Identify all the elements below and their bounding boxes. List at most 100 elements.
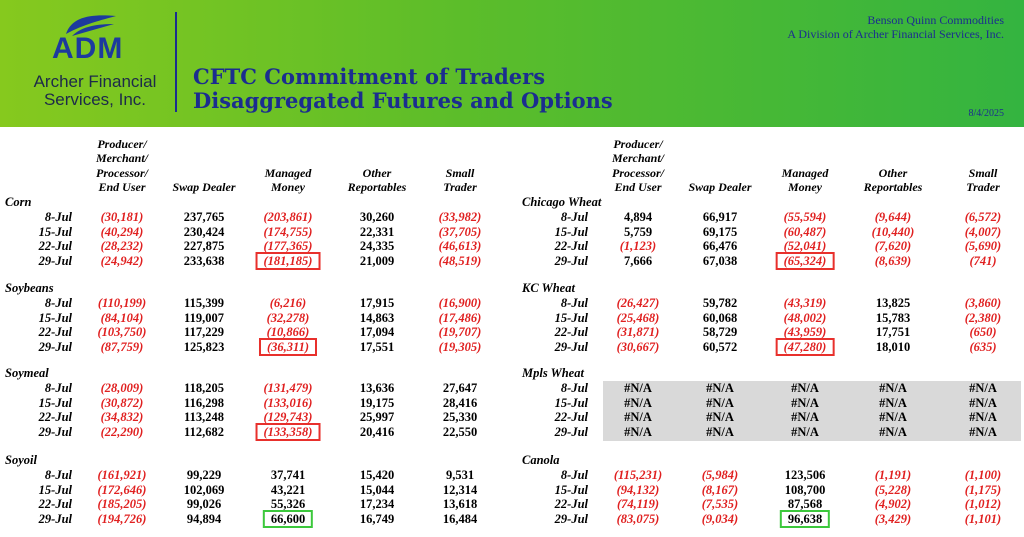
date: 8-Jul — [44, 210, 72, 224]
cell: 118,205 — [184, 381, 224, 395]
header: ADM Archer Financial Services, Inc. CFTC… — [0, 0, 1024, 127]
date: 22-Jul — [554, 497, 588, 511]
cell: 117,229 — [184, 325, 224, 339]
cell: (25,468) — [616, 310, 660, 325]
cell: 17,234 — [359, 497, 395, 511]
cell: (5,690) — [964, 239, 1002, 253]
logo-leaf — [66, 15, 116, 36]
cell: 17,551 — [359, 339, 395, 354]
date: 29-Jul — [554, 253, 588, 268]
date: 29-Jul — [554, 339, 588, 354]
cell: (115,231) — [613, 468, 663, 482]
cell: 99,026 — [186, 497, 222, 511]
cell: (1,012) — [964, 497, 1002, 511]
column-header: Other — [878, 165, 908, 180]
column-header: Producer/ — [97, 136, 147, 151]
section-name: Canola — [522, 453, 560, 467]
cell: 230,424 — [183, 224, 225, 239]
date: 8-Jul — [560, 381, 588, 395]
cell: 15,420 — [359, 468, 395, 482]
date: 22-Jul — [38, 239, 72, 253]
section-name: Chicago Wheat — [522, 195, 602, 209]
cell: #N/A — [706, 395, 734, 410]
cell: #N/A — [791, 424, 819, 439]
shading — [603, 381, 1021, 441]
cell: (131,479) — [263, 381, 313, 395]
cell: 17,915 — [359, 296, 395, 310]
column-header: End User — [614, 180, 662, 194]
firm: Benson Quinn Commodities — [867, 13, 1004, 27]
cell: 12,314 — [442, 482, 478, 497]
cell: #N/A — [624, 410, 652, 424]
cell: (30,872) — [100, 395, 144, 410]
section-name: Corn — [5, 195, 32, 209]
cell: 4,894 — [623, 210, 653, 224]
logo: ADM — [52, 32, 124, 65]
cell: #N/A — [879, 424, 907, 439]
date: 8-Jul — [44, 468, 72, 482]
cell: #N/A — [624, 395, 652, 410]
cell: 16,484 — [442, 511, 478, 526]
report-date: 8/4/2025 — [968, 108, 1004, 119]
cell: #N/A — [791, 410, 819, 424]
date: 22-Jul — [38, 497, 72, 511]
column-header: Trader — [443, 180, 477, 194]
cell: (10,440) — [871, 224, 915, 239]
date: 8-Jul — [44, 381, 72, 395]
cell: (48,002) — [783, 310, 827, 325]
section-name: KC Wheat — [522, 281, 575, 295]
cell: (203,861) — [263, 210, 313, 224]
cell: (10,866) — [266, 325, 310, 339]
section-name: Soyoil — [5, 453, 37, 467]
cell: (28,232) — [100, 239, 144, 253]
cell: (26,427) — [616, 296, 660, 310]
cell: 43,221 — [270, 482, 306, 497]
cell: #N/A — [969, 395, 997, 410]
cell: 15,044 — [359, 482, 395, 497]
cell: 119,007 — [184, 310, 224, 325]
cell: 94,894 — [186, 511, 222, 526]
section-name: Mpls Wheat — [522, 366, 584, 380]
date: 29-Jul — [38, 253, 72, 268]
cell: 237,765 — [183, 210, 225, 224]
date: 29-Jul — [38, 424, 72, 439]
cell: 60,572 — [702, 339, 738, 354]
cell: #N/A — [879, 395, 907, 410]
cell: (19,305) — [438, 339, 482, 354]
date: 15-Jul — [554, 224, 588, 239]
cell: 21,009 — [359, 253, 395, 268]
cell: 7,666 — [623, 253, 653, 268]
cell: 59,782 — [702, 296, 738, 310]
cell: (74,119) — [616, 497, 660, 511]
cell: (37,705) — [438, 224, 482, 239]
date: 29-Jul — [38, 339, 72, 354]
title: Disaggregated Futures and Options — [193, 88, 613, 113]
highlighted-cell: 96,638 — [779, 509, 831, 528]
cell: (8,639) — [874, 253, 912, 268]
column-header: Managed — [781, 165, 829, 180]
highlighted-cell: (47,280) — [775, 337, 835, 356]
column-header: Money — [788, 180, 822, 194]
date: 29-Jul — [38, 511, 72, 526]
cell: 25,330 — [442, 410, 478, 424]
cell: #N/A — [969, 381, 997, 395]
highlighted-cell: (36,311) — [258, 337, 318, 356]
cell: 20,416 — [359, 424, 395, 439]
cell: 27,647 — [442, 381, 478, 395]
cell: (3,860) — [964, 296, 1002, 310]
cell: (4,902) — [874, 497, 912, 511]
column-header: Managed — [264, 165, 312, 180]
cell: (133,016) — [263, 395, 313, 410]
cell: (185,205) — [97, 497, 147, 511]
date: 8-Jul — [560, 296, 588, 310]
cell: (32,278) — [266, 310, 310, 325]
cell: 25,997 — [359, 410, 395, 424]
cell: (1,100) — [964, 468, 1002, 482]
cell: (7,620) — [874, 239, 912, 253]
column-header: Other — [362, 165, 392, 180]
cell: (31,871) — [616, 325, 660, 339]
cell: 9,531 — [445, 468, 475, 482]
cell: (6,572) — [964, 210, 1002, 224]
date: 8-Jul — [560, 210, 588, 224]
